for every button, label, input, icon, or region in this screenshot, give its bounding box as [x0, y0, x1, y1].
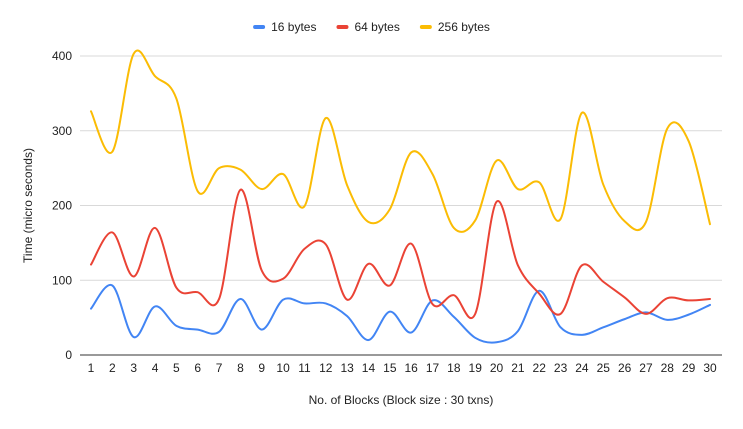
x-tick-label: 23 — [554, 361, 568, 375]
x-tick-label: 4 — [152, 361, 159, 375]
x-tick-label: 24 — [575, 361, 589, 375]
x-tick-label: 12 — [319, 361, 333, 375]
x-tick-label: 30 — [703, 361, 717, 375]
x-tick-label: 21 — [511, 361, 525, 375]
x-tick-label: 22 — [533, 361, 547, 375]
x-tick-label: 19 — [469, 361, 483, 375]
series-line-256-bytes — [90, 49, 711, 233]
legend-label: 16 bytes — [271, 20, 316, 34]
legend-item: 256 bytes — [419, 20, 490, 34]
legend-item: 64 bytes — [336, 20, 400, 34]
y-tick-label: 0 — [65, 348, 72, 362]
x-tick-label: 28 — [661, 361, 675, 375]
x-tick-label: 17 — [426, 361, 440, 375]
gridlines — [80, 55, 722, 356]
x-tick-label: 20 — [490, 361, 504, 375]
x-tick-label: 5 — [173, 361, 180, 375]
series-line-64-bytes — [90, 188, 711, 319]
x-tick-label: 26 — [618, 361, 632, 375]
x-tick-label: 10 — [276, 361, 290, 375]
x-tick-label: 15 — [383, 361, 397, 375]
legend: 16 bytes 64 bytes 256 bytes — [253, 20, 490, 34]
x-tick-label: 7 — [216, 361, 223, 375]
x-tick-label: 3 — [130, 361, 137, 375]
legend-swatch — [336, 25, 349, 29]
y-axis-title: Time (micro seconds) — [21, 148, 35, 263]
x-tick-label: 2 — [109, 361, 116, 375]
x-tick-label: 18 — [447, 361, 461, 375]
x-tick-label: 11 — [298, 361, 311, 375]
x-tick-label: 14 — [362, 361, 376, 375]
y-tick-label: 400 — [52, 49, 72, 63]
legend-swatch — [419, 25, 432, 29]
x-tick-label: 8 — [237, 361, 244, 375]
x-tick-label: 16 — [404, 361, 418, 375]
legend-label: 256 bytes — [438, 20, 490, 34]
y-tick-label: 300 — [52, 124, 72, 138]
y-tick-label: 200 — [52, 199, 72, 213]
x-tick-label: 6 — [194, 361, 201, 375]
x-tick-label: 1 — [88, 361, 95, 375]
x-tick-label: 25 — [597, 361, 611, 375]
x-tick-label: 29 — [682, 361, 696, 375]
legend-swatch — [253, 25, 266, 29]
x-tick-label: 9 — [258, 361, 265, 375]
y-tick-label: 100 — [52, 273, 72, 287]
series-line-16-bytes — [90, 283, 711, 344]
series-lines — [90, 49, 711, 344]
x-tick-label: 13 — [340, 361, 354, 375]
legend-label: 64 bytes — [354, 20, 399, 34]
x-tick-label: 27 — [639, 361, 653, 375]
legend-item: 16 bytes — [253, 20, 316, 34]
x-axis-title: No. of Blocks (Block size : 30 txns) — [309, 393, 494, 407]
